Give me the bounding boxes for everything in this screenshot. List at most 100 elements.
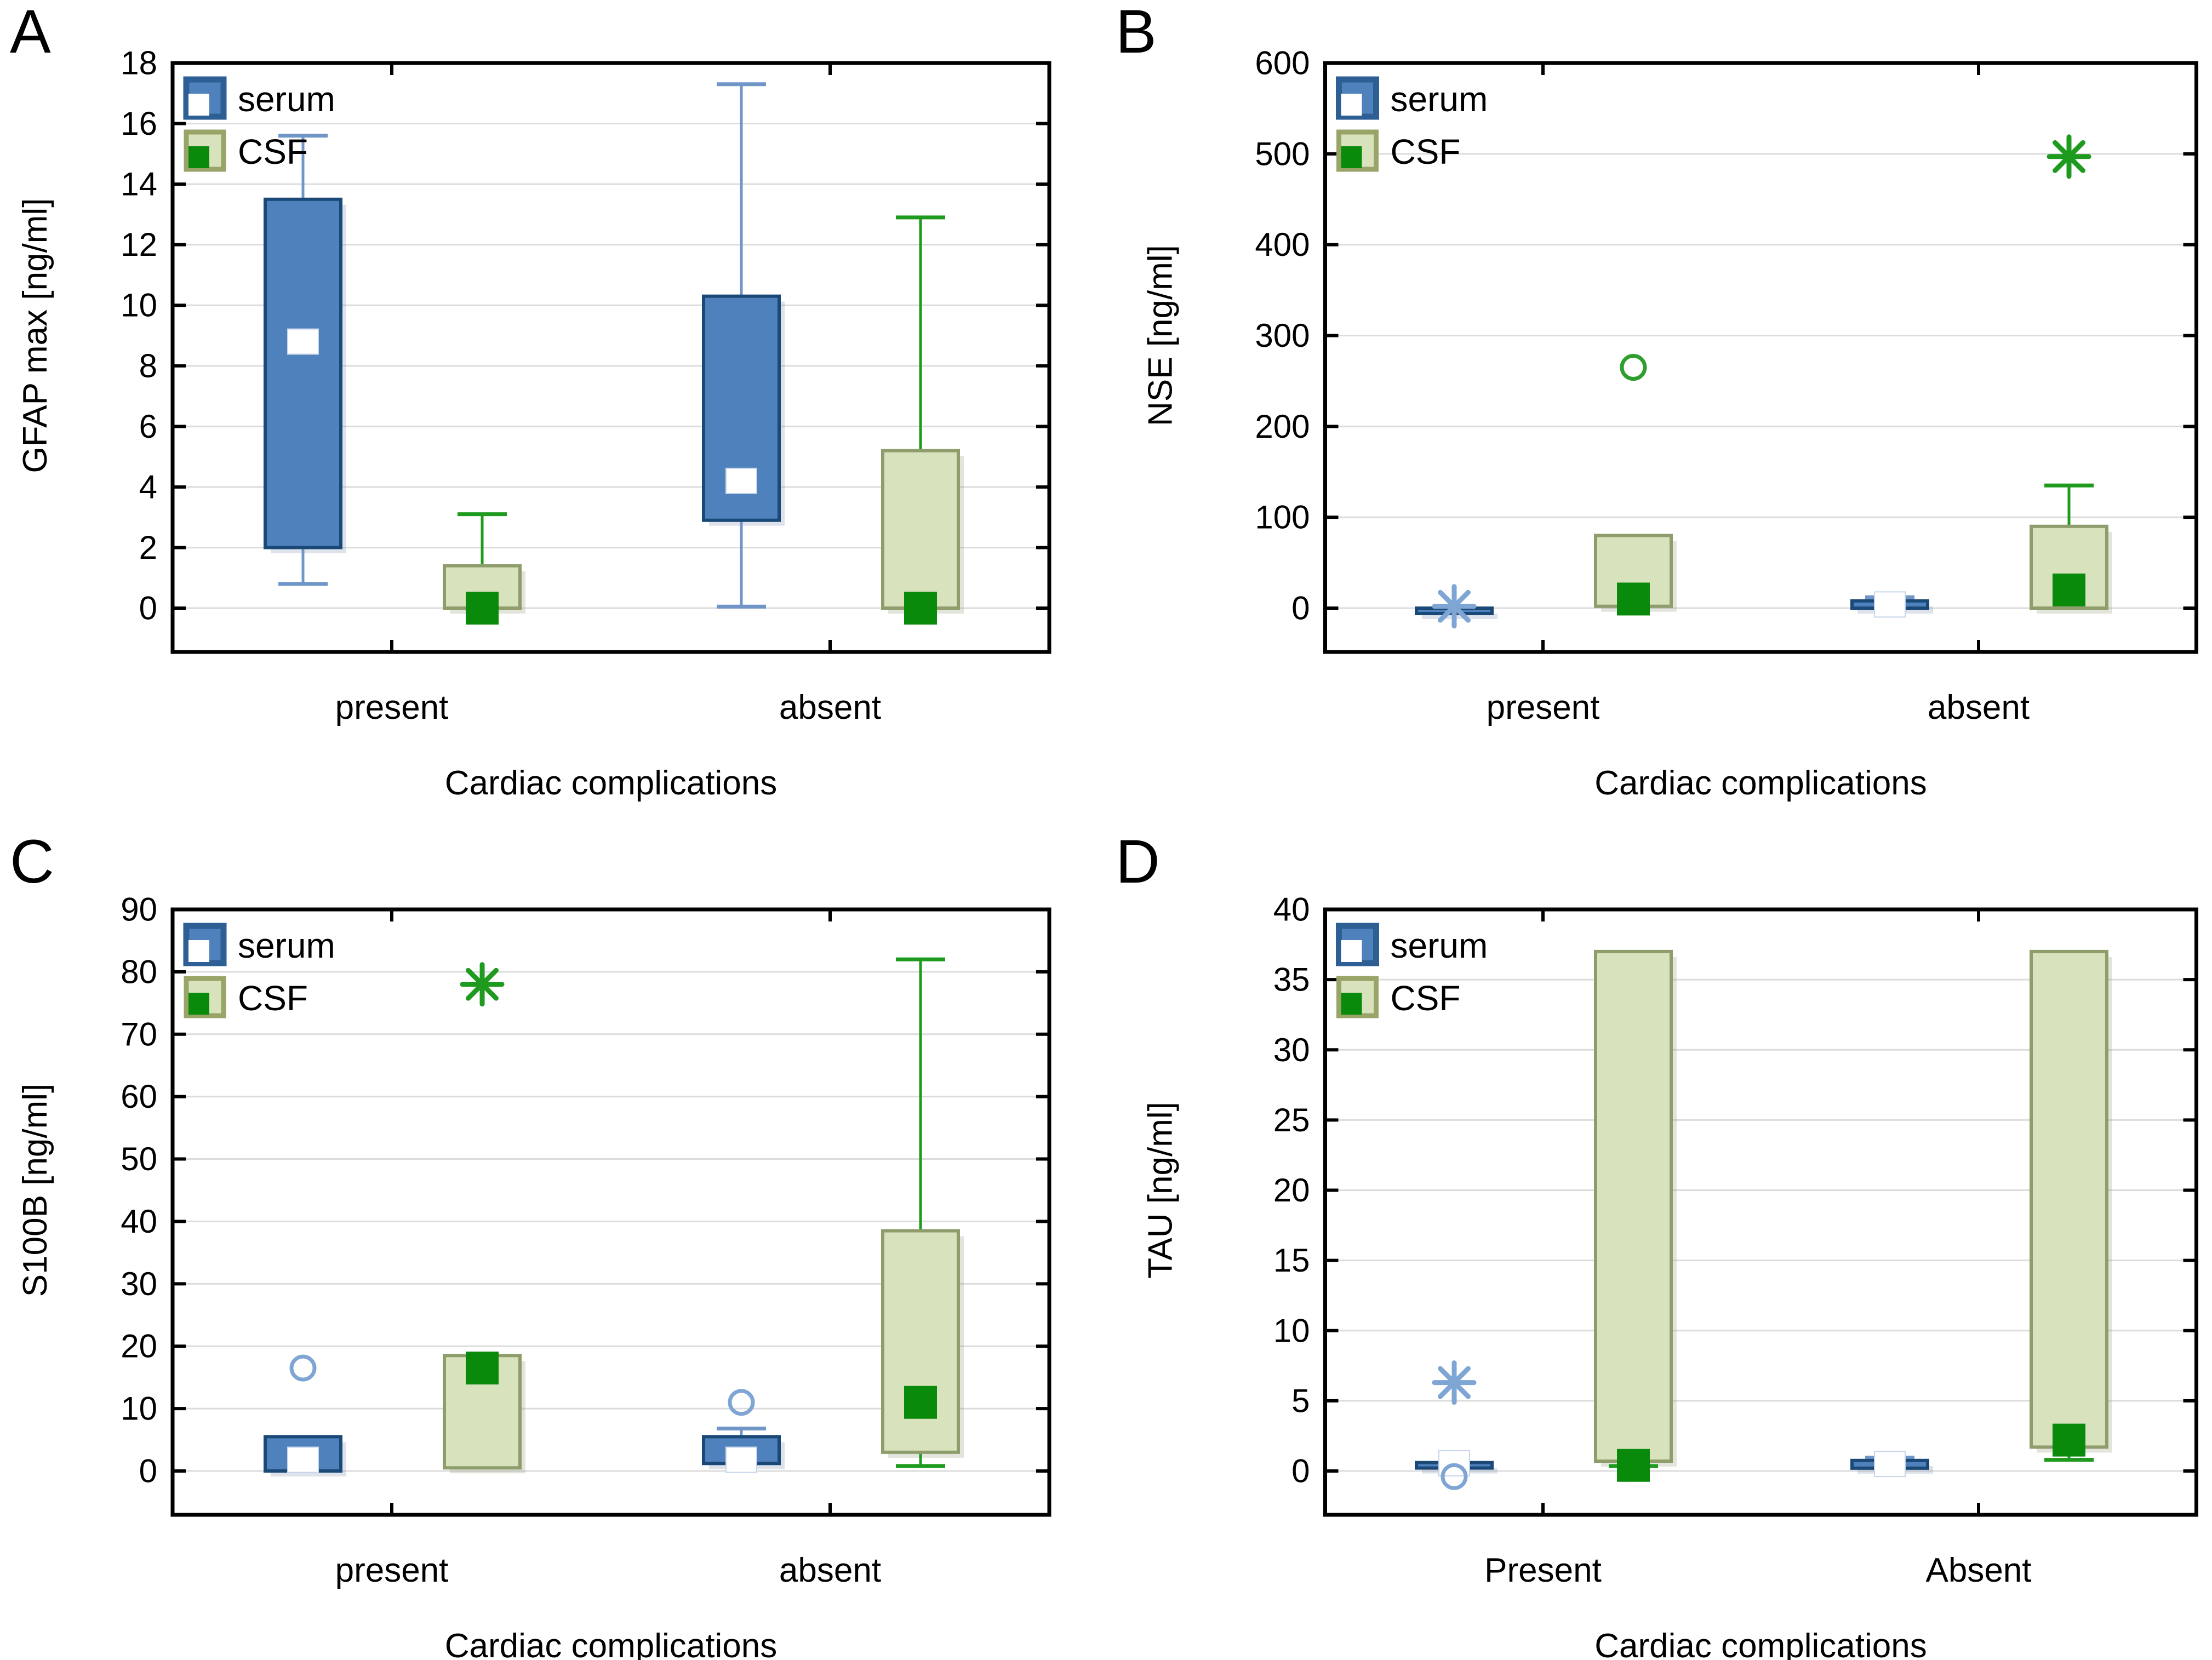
panel-b-csf-absent-extreme-asterisk xyxy=(2047,134,2091,179)
panel-c: C 0 10 20 30 40 50 60 70 80 90 present absent Cardia… xyxy=(0,830,1106,1660)
y-tick-label: 10 xyxy=(121,1390,157,1427)
y-tick-label: 30 xyxy=(121,1266,157,1302)
legend-serum-label: serum xyxy=(238,79,335,119)
legend-serum-marker xyxy=(1341,940,1362,962)
legend-csf-marker xyxy=(1341,993,1362,1015)
x-category-label: Absent xyxy=(1925,1552,2031,1589)
panel-c-y-axis-title: S100B [ng/ml] xyxy=(16,1084,54,1297)
x-category-label: present xyxy=(1487,689,1600,726)
y-tick-label: 20 xyxy=(121,1328,157,1365)
y-tick-label: 4 xyxy=(139,468,157,505)
panel-c-serum-absent-box-group xyxy=(702,1389,785,1473)
legend-csf-marker xyxy=(188,146,209,168)
panel-b-csf-present-box-group xyxy=(1594,354,1677,616)
plot-border xyxy=(170,907,1051,1517)
y-tick-label: 40 xyxy=(1273,891,1310,928)
y-tick-label: 100 xyxy=(1255,499,1310,536)
panel-b-serum-absent-box-group xyxy=(1850,591,1933,618)
y-tick-label: 600 xyxy=(1255,45,1310,82)
legend-csf-label: CSF xyxy=(1391,978,1461,1018)
legend-serum-label: serum xyxy=(1391,79,1488,119)
panel-a-serum-absent-box-group xyxy=(702,82,785,609)
panel-a-letter: A xyxy=(10,0,51,66)
plot-border xyxy=(1323,61,2198,654)
y-tick-label: 16 xyxy=(121,105,157,142)
y-tick-label: 0 xyxy=(139,1453,157,1490)
panel-d-csf-present-marker xyxy=(1617,1449,1650,1482)
y-tick-label: 20 xyxy=(1273,1172,1310,1209)
y-tick-label: 12 xyxy=(121,226,157,263)
y-tick-label: 60 xyxy=(121,1078,157,1115)
panel-c-csf-present-extreme-asterisk xyxy=(460,962,505,1007)
panel-d: D 0 5 10 15 20 25 30 35 40 Present Absent Cardiac c… xyxy=(1106,830,2212,1660)
panel-b-chart: 0 100 200 300 400 500 600 present absent Cardiac … xyxy=(1142,45,2198,802)
panel-a-csf-present-marker xyxy=(466,592,499,625)
y-tick-label: 35 xyxy=(1273,961,1310,998)
panel-b-letter: B xyxy=(1116,0,1157,66)
legend-serum-marker xyxy=(188,940,209,962)
panel-b-serum-present-box-group xyxy=(1415,584,1497,629)
panel-b-csf-absent-marker xyxy=(2053,573,2085,606)
panel-a-frame xyxy=(170,61,1051,654)
panel-c-serum-present-marker xyxy=(287,1446,319,1473)
panel-c-legend: serum CSF xyxy=(183,923,335,1018)
panel-a-serum-present-box xyxy=(264,197,342,549)
panel-a-serum-absent-marker xyxy=(725,467,757,494)
panel-c-csf-present-marker xyxy=(466,1352,499,1385)
panel-b-frame xyxy=(1323,61,2198,654)
panel-a-csf-absent-marker xyxy=(904,592,937,625)
panel-a-y-axis-title: GFAP max [ng/ml] xyxy=(16,198,54,473)
panel-c-csf-present-box-group xyxy=(443,962,525,1474)
panel-a-y-tick-labels: 0 2 4 6 8 10 12 14 16 18 xyxy=(121,45,157,627)
legend-csf-label: CSF xyxy=(238,132,308,171)
y-tick-label: 90 xyxy=(121,891,157,928)
panel-d-y-tick-labels: 0 5 10 15 20 25 30 35 40 xyxy=(1273,891,1310,1490)
panel-c-letter: C xyxy=(10,830,54,896)
panel-a-serum-present-box-group xyxy=(264,134,346,586)
legend-csf-marker xyxy=(1341,146,1362,168)
panel-a: A 0 2 4 6 8 10 12 14 16 18 present absent Cardiac co… xyxy=(0,0,1106,830)
y-tick-label: 200 xyxy=(1255,408,1310,445)
y-tick-label: 10 xyxy=(1273,1312,1310,1349)
x-category-label: present xyxy=(335,1552,449,1589)
plot-border xyxy=(170,61,1051,654)
panel-d-csf-absent-marker xyxy=(2053,1423,2085,1457)
panel-d-serum-present-outlier-circle xyxy=(1441,1463,1468,1490)
panel-d-frame xyxy=(1323,907,2198,1517)
legend-serum-label: serum xyxy=(238,926,335,965)
y-tick-label: 15 xyxy=(1273,1242,1310,1279)
legend-csf-label: CSF xyxy=(238,978,308,1018)
panel-d-serum-absent-marker xyxy=(1874,1451,1906,1478)
panel-c-serum-present-box-group xyxy=(264,1354,346,1476)
panel-b-csf-present-marker xyxy=(1617,582,1650,616)
panel-b-serum-absent-marker xyxy=(1874,591,1906,618)
legend-serum-marker xyxy=(1341,94,1362,116)
y-tick-label: 10 xyxy=(121,287,157,324)
panel-c-csf-absent-marker xyxy=(904,1386,937,1419)
panel-b-csf-absent-box-group xyxy=(2030,134,2112,614)
panel-c-csf-absent-box xyxy=(881,1229,960,1454)
x-category-label: absent xyxy=(1928,689,2030,726)
panel-d-csf-present-box-group xyxy=(1594,949,1677,1482)
panel-a-csf-absent-box xyxy=(881,449,960,610)
panel-b-serum-present-shadow xyxy=(1422,614,1497,619)
y-tick-label: 0 xyxy=(139,590,157,627)
panel-d-y-axis-title: TAU [ng/ml] xyxy=(1142,1102,1180,1279)
legend-serum-label: serum xyxy=(1391,926,1488,965)
x-category-label: present xyxy=(335,689,449,726)
panel-d-serum-present-box-group xyxy=(1415,1360,1497,1490)
panel-b-y-tick-labels: 0 100 200 300 400 500 600 xyxy=(1255,45,1310,627)
panel-c-csf-absent-box-group xyxy=(881,957,964,1468)
panel-a-csf-present-box-group xyxy=(443,512,525,625)
panel-d-serum-present-extreme-asterisk xyxy=(1432,1360,1477,1405)
panel-a-legend: serum CSF xyxy=(183,76,335,172)
y-tick-label: 500 xyxy=(1255,135,1310,172)
panel-b-legend: serum CSF xyxy=(1336,76,1488,172)
y-tick-label: 0 xyxy=(1291,1453,1310,1490)
panel-d-serum-absent-box-group xyxy=(1850,1451,1933,1478)
panel-a-x-axis-title: Cardiac complications xyxy=(445,764,777,802)
y-tick-label: 2 xyxy=(139,529,157,566)
panel-c-frame xyxy=(170,907,1051,1517)
y-tick-label: 80 xyxy=(121,953,157,990)
y-tick-label: 25 xyxy=(1273,1102,1310,1138)
